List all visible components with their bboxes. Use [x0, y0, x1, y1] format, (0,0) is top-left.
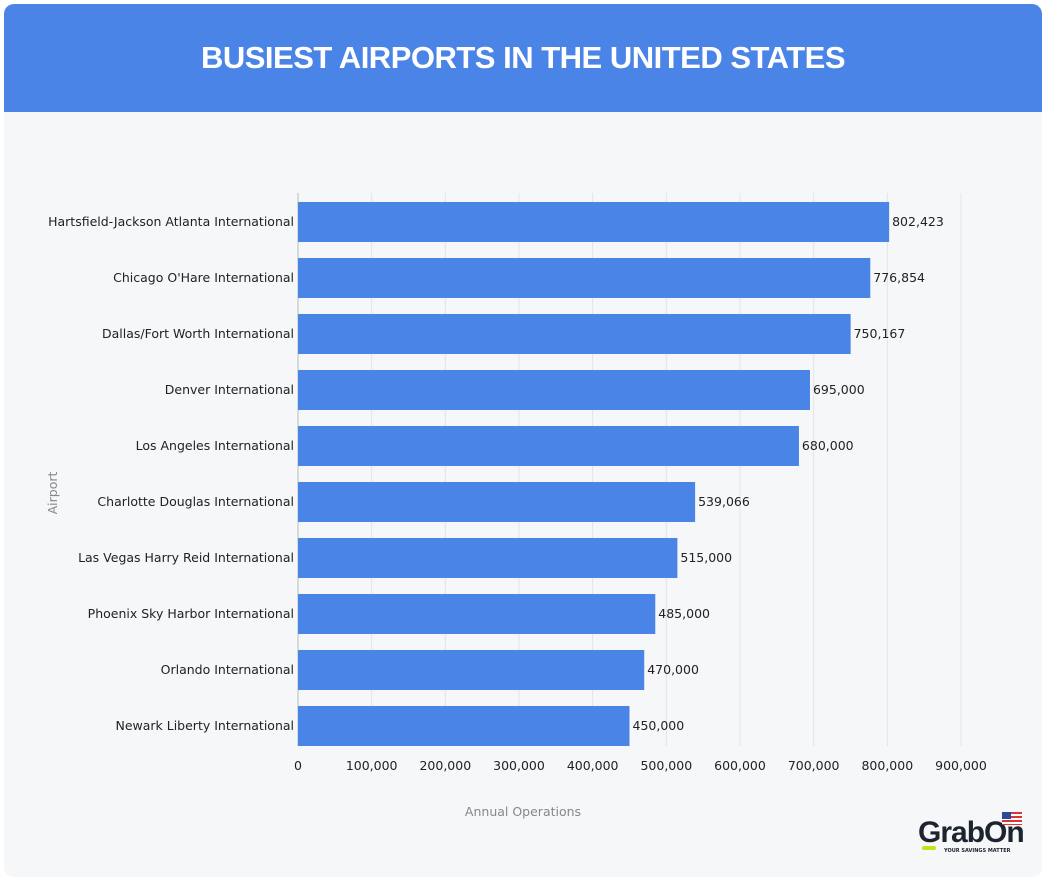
x-tick-label: 200,000 — [419, 758, 471, 773]
grabon-logo: GrabOn YOUR SAVINGS MATTER — [918, 810, 1025, 854]
x-tick-label: 0 — [294, 758, 302, 773]
bar — [298, 202, 890, 242]
bar — [298, 370, 810, 410]
x-tick-label: 800,000 — [861, 758, 913, 773]
x-axis-label: Annual Operations — [465, 804, 581, 819]
bar — [298, 482, 696, 522]
us-flag-icon — [1002, 812, 1022, 825]
bar — [298, 594, 656, 634]
chart-title: BUSIEST AIRPORTS IN THE UNITED STATES — [200, 40, 846, 75]
category-label: Dallas/Fort Worth International — [102, 326, 294, 341]
data-label: 470,000 — [647, 662, 699, 677]
data-label: 515,000 — [680, 550, 732, 565]
category-label: Newark Liberty International — [115, 718, 294, 733]
category-label: Chicago O'Hare International — [113, 270, 294, 285]
data-label: 680,000 — [802, 438, 854, 453]
bar — [298, 650, 645, 690]
category-label: Charlotte Douglas International — [97, 494, 294, 509]
bar — [298, 426, 799, 466]
data-label: 802,423 — [892, 214, 944, 229]
x-tick-label: 100,000 — [346, 758, 398, 773]
data-label: 695,000 — [813, 382, 865, 397]
category-label: Los Angeles International — [136, 438, 294, 453]
bar — [298, 706, 630, 746]
category-label: Denver International — [165, 382, 294, 397]
x-tick-label: 900,000 — [935, 758, 987, 773]
data-label: 750,167 — [854, 326, 906, 341]
bar — [298, 258, 871, 298]
category-label: Orlando International — [161, 662, 294, 677]
category-label: Las Vegas Harry Reid International — [78, 550, 294, 565]
data-label: 539,066 — [698, 494, 750, 509]
y-axis-label: Airport — [45, 472, 60, 515]
data-label: 776,854 — [873, 270, 925, 285]
x-tick-label: 600,000 — [714, 758, 766, 773]
bar — [298, 314, 851, 354]
x-tick-label: 500,000 — [640, 758, 692, 773]
data-label: 450,000 — [633, 718, 685, 733]
x-tick-label: 700,000 — [788, 758, 840, 773]
bar — [298, 538, 678, 578]
title-banner: BUSIEST AIRPORTS IN THE UNITED STATES — [4, 4, 1042, 112]
category-label: Hartsfield-Jackson Atlanta International — [48, 214, 294, 229]
x-tick-label: 300,000 — [493, 758, 545, 773]
x-tick-label: 400,000 — [567, 758, 619, 773]
data-label: 485,000 — [658, 606, 710, 621]
category-label: Phoenix Sky Harbor International — [88, 606, 294, 621]
